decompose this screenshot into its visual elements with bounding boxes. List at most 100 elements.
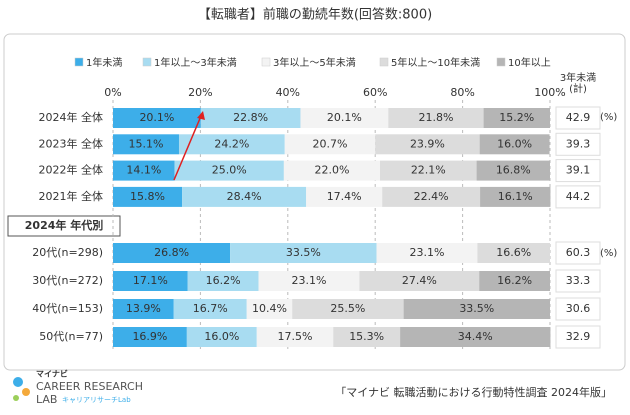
total-value: 42.9 [566, 111, 591, 124]
bar-segment [480, 186, 551, 207]
value-label: 16.7% [193, 302, 228, 315]
totals-unit: (%) [600, 112, 617, 123]
bar-segment [113, 299, 174, 319]
value-label: 22.4% [414, 190, 449, 203]
y-tick-label: 2024年 全体 [39, 110, 104, 124]
value-label: 20.7% [312, 137, 347, 150]
total-box [555, 269, 601, 293]
value-label: 34.4% [458, 330, 493, 343]
bar-segment [187, 271, 259, 291]
total-value: 60.3 [566, 246, 591, 259]
logo-sub: キャリアリサーチLab [62, 396, 131, 404]
bar-segment [113, 271, 188, 291]
bar-segment [186, 327, 257, 347]
value-label: 13.9% [126, 302, 161, 315]
chart-title: 【転職者】前職の勤続年数(回答数:800) [198, 7, 432, 23]
value-label: 33.5% [286, 246, 321, 259]
bar-segment [333, 327, 401, 347]
total-box [555, 185, 601, 209]
value-label: 24.2% [214, 137, 249, 150]
value-label: 28.4% [227, 190, 262, 203]
bar-segment [476, 160, 550, 181]
value-label: 17.1% [133, 274, 168, 287]
value-label: 22.1% [411, 164, 446, 177]
trend-arrow-head [197, 111, 205, 120]
logo-line: LAB [36, 393, 57, 406]
bar-segment [113, 327, 187, 347]
y-tick-label: 2023年 全体 [39, 136, 104, 150]
y-tick-label: 2022年 全体 [39, 163, 104, 177]
value-label: 16.0% [497, 137, 532, 150]
bar-segment [246, 299, 293, 319]
x-tick-label: 100% [534, 86, 565, 99]
total-box [555, 241, 601, 265]
x-tick-label: 80% [450, 86, 474, 99]
value-label: 33.5% [459, 302, 494, 315]
value-label: 20.1% [327, 111, 362, 124]
y-tick-label: 30代(n=272) [32, 274, 103, 287]
total-box [555, 132, 601, 156]
legend-label: 10年以上 [508, 56, 551, 69]
bar-segment [477, 243, 550, 263]
value-label: 22.0% [314, 164, 349, 177]
bar-segment [174, 160, 284, 181]
section-box [7, 215, 121, 237]
bar-segment [113, 243, 231, 263]
legend-label: 3年以上～5年未満 [273, 56, 356, 69]
value-label: 10.4% [252, 302, 287, 315]
x-tick-label: 20% [188, 86, 212, 99]
source: 「マイナビ 転職活動における行動特性調査 2024年版」 [335, 385, 612, 399]
legend-swatch [261, 57, 271, 67]
value-label: 16.2% [497, 274, 532, 287]
logo-dot [13, 395, 19, 401]
total-box [555, 106, 601, 130]
totals-unit: (%) [600, 248, 617, 259]
bar-segment [359, 271, 480, 291]
legend-swatch [379, 57, 389, 67]
totals-header: (計) [569, 82, 587, 95]
bar-segment [479, 271, 550, 291]
value-label: 26.8% [154, 246, 189, 259]
x-tick-label: 40% [276, 86, 300, 99]
value-label: 15.1% [129, 137, 164, 150]
bar-segment [403, 299, 550, 319]
totals-header: 3年未満 [560, 71, 596, 84]
bar-segment [230, 243, 377, 263]
bar-segment [182, 186, 307, 207]
total-value: 33.3 [566, 274, 591, 287]
bar-segment [306, 186, 383, 207]
value-label: 16.6% [496, 246, 531, 259]
legend-swatch [74, 57, 84, 67]
y-tick-label: 50代(n=77) [39, 330, 103, 343]
legend-label: 1年未満 [86, 56, 122, 69]
x-tick-label: 60% [363, 86, 387, 99]
total-value: 32.9 [566, 330, 591, 343]
value-label: 22.8% [233, 111, 268, 124]
value-label: 16.8% [496, 164, 531, 177]
total-box [555, 325, 601, 349]
total-box [555, 159, 601, 183]
section-label: 2024年 年代別 [25, 218, 103, 232]
bar-segment [283, 160, 381, 181]
logo-dot [22, 388, 30, 396]
value-label: 23.1% [410, 246, 445, 259]
bar-segment [284, 134, 376, 155]
bar-segment [375, 134, 480, 155]
legend-label: 1年以上～3年未満 [154, 56, 237, 69]
value-label: 14.1% [126, 164, 161, 177]
y-tick-label: 40代(n=153) [32, 302, 103, 315]
y-tick-label: 2021年 全体 [39, 189, 104, 203]
value-label: 16.9% [132, 330, 167, 343]
bar-segment [178, 134, 285, 155]
value-label: 16.2% [206, 274, 241, 287]
value-label: 20.1% [139, 111, 174, 124]
y-tick-label: 20代(n=298) [32, 246, 103, 259]
bar-segment [479, 134, 550, 155]
bar-segment [200, 108, 301, 128]
total-value: 44.2 [566, 190, 591, 203]
value-label: 27.4% [402, 274, 437, 287]
value-label: 17.4% [327, 190, 362, 203]
bar-segment [113, 108, 201, 128]
value-label: 15.8% [130, 190, 165, 203]
